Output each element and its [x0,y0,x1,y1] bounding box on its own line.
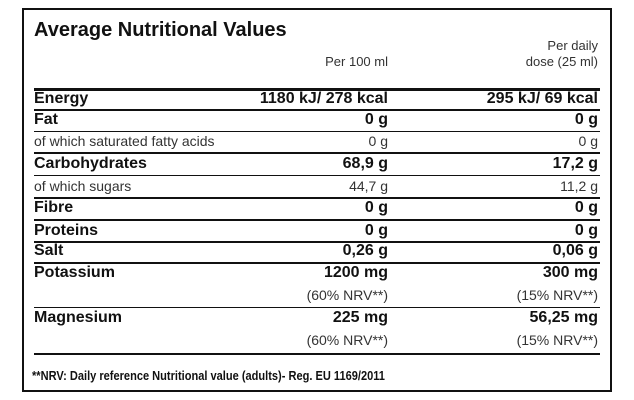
row-label: Magnesium [34,309,123,326]
per-100-value: 0 g [364,111,388,128]
nrv-value: (15% NRV**) [516,332,598,348]
row-label: Fat [34,111,58,128]
daily-value: 300 mg [542,264,598,281]
rule-line [34,219,600,221]
rule-line [34,131,600,132]
daily-value: 17,2 g [552,155,598,172]
row-label: Proteins [34,222,99,239]
daily-value: 0 g [574,111,598,128]
per-100-value: 1180 kJ/ 278 kcal [259,90,388,107]
per-100-value: 44,7 g [349,178,388,194]
nrv-value: (15% NRV**) [516,287,598,303]
per-100-value: 0 g [364,199,388,216]
per-100-value: 0,26 g [342,242,388,259]
row-label: Energy [34,90,89,107]
per-100-value: 225 mg [332,309,388,326]
row-label: of which sugars [34,178,132,194]
rule-line [34,262,600,264]
daily-value: 56,25 mg [529,309,598,326]
row-label: Salt [34,242,64,259]
column-header: Per 100 ml [325,54,388,69]
daily-value: 11,2 g [560,178,598,194]
column-header: dose (25 ml) [525,54,598,69]
label-frame [22,8,612,392]
title: Average Nutritional Values [34,19,287,41]
rule-line [34,307,600,308]
column-header: Per daily [547,38,598,53]
rule-line [34,353,600,355]
daily-value: 0 g [574,222,598,239]
row-label: Potassium [34,264,115,281]
daily-value: 0 g [578,133,598,149]
rule-line [34,241,600,243]
nrv-value: (60% NRV**) [306,287,388,303]
daily-value: 0 g [574,199,598,216]
per-100-value: 1200 mg [323,264,388,281]
row-label: of which saturated fatty acids [34,133,215,149]
rule-line [34,152,600,154]
nrv-value: (60% NRV**) [306,332,388,348]
footnote: **NRV: Daily reference Nutritional value… [32,368,385,383]
per-100-value: 68,9 g [342,155,388,172]
per-100-value: 0 g [364,222,388,239]
per-100-value: 0 g [368,133,388,149]
daily-value: 295 kJ/ 69 kcal [486,90,598,107]
rule-line [34,88,600,91]
rule-line [34,175,600,176]
daily-value: 0,06 g [552,242,598,259]
row-label: Fibre [34,199,74,216]
rule-line [34,109,600,111]
row-label: Carbohydrates [34,155,147,172]
rule-line [34,197,600,199]
